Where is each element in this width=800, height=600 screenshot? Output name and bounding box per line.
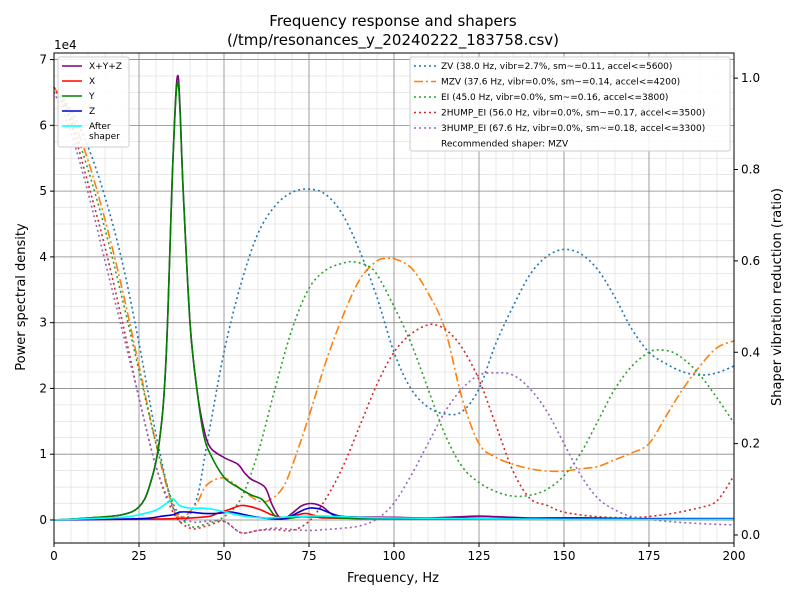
psd-curve	[53, 498, 735, 521]
y-axis-label: Power spectral density	[14, 223, 29, 371]
legend-shaper-label: EI (45.0 Hz, vibr=0.0%, sm~=0.16, accel<…	[441, 93, 668, 103]
legend-shaper-label: 3HUMP_EI (67.6 Hz, vibr=0.0%, sm~=0.18, …	[441, 124, 705, 134]
y-tick-label: 0	[39, 513, 47, 527]
y2-axis: 0.0 0.2 0.4 0.6 0.8 1.0	[734, 71, 760, 542]
legend-shaper-label: ZV (38.0 Hz, vibr=2.7%, sm~=0.11, accel<…	[441, 62, 672, 72]
psd-curves	[53, 74, 735, 521]
legend-psd-label: X+Y+Z	[89, 62, 122, 72]
legend-shapers: ZV (38.0 Hz, vibr=2.7%, sm~=0.11, accel<…	[409, 56, 731, 152]
y2-tick-label: 0.8	[741, 163, 760, 177]
shaper-curve	[53, 86, 735, 534]
legend-shaper-label: 2HUMP_EI (56.0 Hz, vibr=0.0%, sm~=0.17, …	[441, 109, 705, 119]
y-tick-label: 5	[39, 184, 47, 198]
x-tick-label: 125	[468, 549, 491, 563]
legend-shapers-box	[409, 56, 731, 152]
y-tick-label: 6	[39, 118, 47, 132]
chart-title: Frequency response and shapers	[269, 12, 517, 30]
y2-tick-label: 1.0	[741, 71, 760, 85]
chart-subtitle: (/tmp/resonances_y_20240222_183758.csv)	[227, 31, 559, 50]
x-tick-label: 25	[131, 549, 146, 563]
y2-tick-label: 0.6	[741, 254, 760, 268]
x-axis: 0 25 50 75 100 125 150 175 200	[50, 543, 745, 563]
shaper-curve	[53, 86, 735, 523]
legend-psd-label: X	[89, 77, 95, 87]
x-tick-label: 75	[301, 549, 316, 563]
x-tick-label: 150	[553, 549, 576, 563]
y-tick-label: 2	[39, 381, 47, 395]
legend-psd-label: shaper	[89, 132, 120, 142]
y-tick-label: 1	[39, 447, 47, 461]
y2-tick-label: 0.4	[741, 345, 760, 359]
shaper-curve	[53, 86, 735, 519]
x-tick-label: 0	[50, 549, 58, 563]
x-tick-label: 200	[723, 549, 746, 563]
legend-psd-label: After	[89, 122, 111, 132]
legend-psd-box	[57, 56, 130, 148]
x-axis-label: Frequency, Hz	[347, 571, 439, 586]
y-offset-label: 1e4	[54, 38, 77, 52]
recommended-shaper-text: Recommended shaper: MZV	[441, 140, 569, 150]
x-tick-label: 100	[383, 549, 406, 563]
shaper-curves	[53, 86, 735, 534]
y-tick-label: 7	[39, 53, 47, 67]
y2-axis-label: Shaper vibration reduction (ratio)	[770, 188, 785, 406]
y2-tick-label: 0.0	[741, 528, 760, 542]
y-tick-label: 4	[39, 250, 47, 264]
legend-psd-label: Y	[88, 92, 95, 102]
y2-tick-label: 0.2	[741, 437, 760, 451]
legend-psd-label: Z	[89, 107, 95, 117]
x-tick-label: 50	[216, 549, 231, 563]
y-axis: 0 1 2 3 4 5 6 7	[39, 53, 54, 527]
shaper-curve	[53, 91, 735, 534]
psd-curve	[53, 81, 735, 521]
shaper-curve	[53, 86, 735, 528]
x-tick-label: 175	[638, 549, 661, 563]
y-tick-label: 3	[39, 316, 47, 330]
legend-shaper-label: MZV (37.6 Hz, vibr=0.0%, sm~=0.14, accel…	[441, 78, 680, 88]
